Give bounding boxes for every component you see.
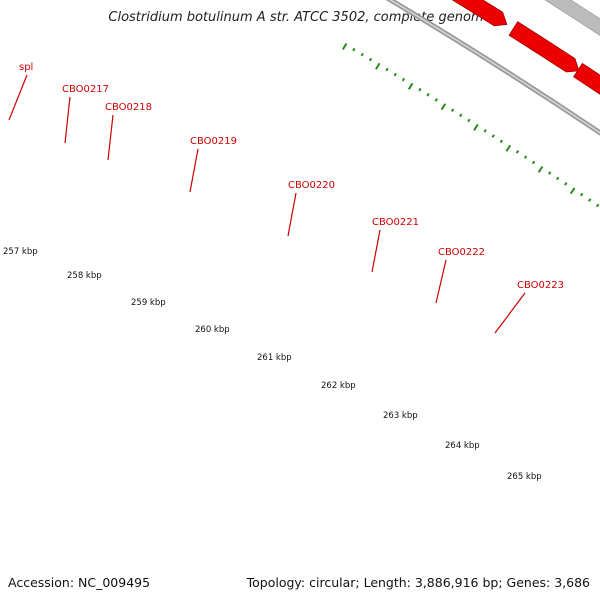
- inner-tick: [483, 129, 487, 133]
- inner-tick: [473, 123, 479, 131]
- inner-tick: [459, 113, 463, 118]
- inner-tick: [426, 92, 430, 97]
- gene-label-cbo0222: CBO0222: [438, 247, 485, 258]
- scale-label: 262 kbp: [321, 381, 356, 391]
- feature-track: [544, 0, 600, 37]
- inner-tick-row: [342, 42, 600, 208]
- inner-tick: [467, 118, 471, 123]
- gene-label-cbo0220: CBO0220: [288, 180, 335, 191]
- gene-label-cbo0221: CBO0221: [372, 217, 419, 228]
- backbone-highlight: [389, 0, 600, 134]
- gene-label-cbo0219: CBO0219: [190, 136, 237, 147]
- inner-tick: [401, 77, 406, 82]
- inner-tick: [368, 57, 373, 62]
- map-title: Clostridium botulinum A str. ATCC 3502, …: [108, 10, 492, 25]
- leader-line: [107, 114, 114, 161]
- inner-tick: [418, 87, 422, 92]
- inner-tick: [407, 82, 414, 90]
- leader-line: [435, 259, 447, 304]
- inner-tick: [515, 150, 520, 154]
- cds-arrow: [451, 0, 508, 27]
- cds-arrow: [573, 62, 600, 95]
- scale-label: 260 kbp: [195, 325, 230, 335]
- scale-label: 257 kbp: [3, 247, 38, 257]
- inner-tick: [564, 182, 568, 186]
- leader-line: [189, 148, 199, 193]
- inner-tick: [491, 134, 495, 138]
- inner-tick: [523, 155, 528, 159]
- leader-line: [64, 96, 71, 144]
- inner-tick: [505, 144, 512, 152]
- inner-tick: [556, 176, 560, 181]
- inner-tick: [375, 62, 381, 70]
- inner-tick: [450, 108, 455, 112]
- scale-labels: 257 kbp 258 kbp 259 kbp 260 kbp 261 kbp 262 k…: [3, 247, 542, 482]
- cds-arrow: [508, 21, 580, 73]
- inner-tick: [569, 187, 576, 195]
- backbone-arc: [385, 0, 600, 136]
- feature-block-cbo0219: [544, 0, 600, 37]
- scale-label: 258 kbp: [67, 271, 102, 281]
- leader-line: [287, 192, 297, 237]
- inner-tick: [499, 139, 503, 144]
- gene-labels: spl CBO0217 CBO0218 CBO0219 CBO0220 CBO0221 CB…: [19, 62, 564, 291]
- label-leaders: [8, 74, 526, 334]
- leader-line: [494, 292, 526, 334]
- scale-label: 261 kbp: [257, 353, 292, 363]
- inner-tick: [385, 67, 389, 72]
- inner-tick: [393, 72, 397, 77]
- gene-label-spl: spl: [19, 62, 33, 73]
- inner-tick: [548, 171, 552, 175]
- inner-tick: [531, 160, 536, 165]
- inner-tick: [360, 52, 364, 57]
- genome-backbone: [385, 0, 600, 136]
- inner-tick: [352, 47, 356, 52]
- inner-tick: [440, 103, 447, 111]
- cds-track: [451, 0, 600, 95]
- leader-line: [371, 229, 381, 273]
- inner-tick: [580, 192, 584, 197]
- gene-label-cbo0217: CBO0217: [62, 84, 109, 95]
- topology-text: Topology: circular; Length: 3,886,916 bp…: [246, 575, 590, 590]
- accession-text: Accession: NC_009495: [8, 575, 151, 590]
- inner-tick: [342, 42, 348, 50]
- inner-tick: [587, 198, 592, 202]
- gene-label-cbo0223: CBO0223: [517, 280, 564, 291]
- inner-tick: [537, 165, 544, 173]
- gene-label-cbo0218: CBO0218: [105, 102, 152, 113]
- scale-label: 259 kbp: [131, 298, 166, 308]
- inner-tick: [595, 203, 600, 208]
- scale-label: 263 kbp: [383, 411, 418, 421]
- leader-line: [8, 74, 28, 121]
- scale-label: 265 kbp: [507, 472, 542, 482]
- scale-label: 264 kbp: [445, 441, 480, 451]
- inner-tick: [434, 98, 438, 102]
